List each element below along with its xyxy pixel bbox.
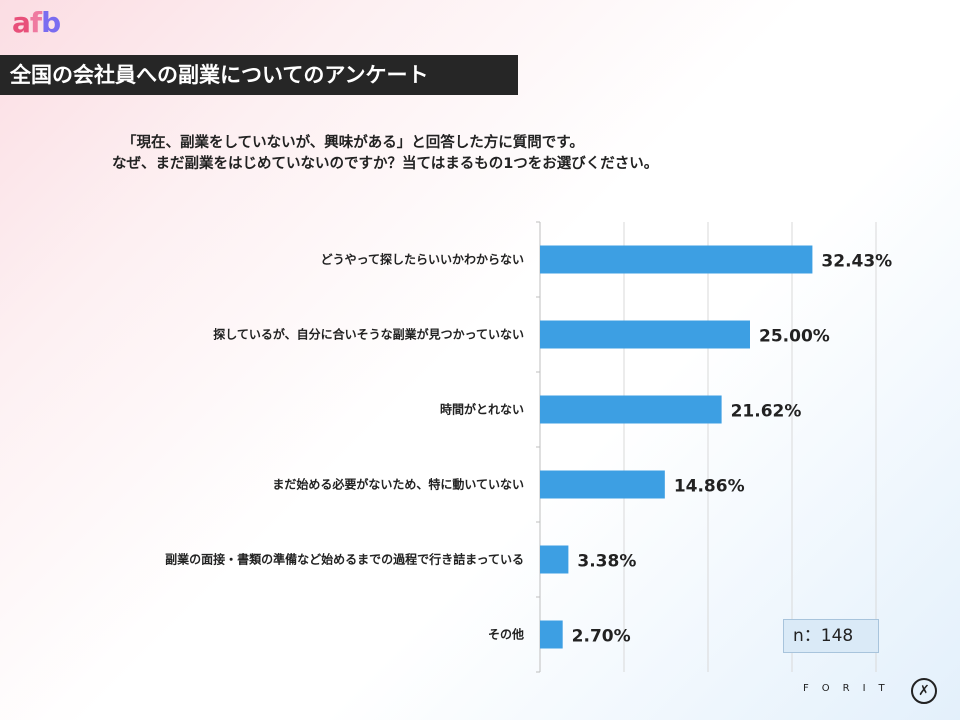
- data-label: 32.43%: [821, 252, 892, 272]
- bar: [540, 620, 563, 649]
- data-label: 14.86%: [674, 477, 745, 497]
- category-label: どうやって探したらいいかわからない: [321, 252, 524, 267]
- category-label: 副業の面接・書類の準備など始めるまでの過程で行き詰まっている: [165, 552, 524, 567]
- logo-letter-b: b: [41, 6, 61, 39]
- bar: [540, 320, 750, 349]
- data-label: 25.00%: [759, 327, 830, 347]
- category-label: まだ始める必要がないため、特に動いていない: [272, 477, 524, 492]
- afb-logo: afb: [12, 6, 61, 39]
- data-label: 21.62%: [731, 402, 802, 422]
- bar: [540, 245, 813, 274]
- logo-letter-a: a: [12, 6, 31, 39]
- category-label: 時間がとれない: [440, 402, 524, 417]
- data-label: 2.70%: [572, 627, 631, 647]
- running-figure-icon: ✗: [911, 678, 937, 704]
- sample-size-label: n：148: [783, 619, 879, 653]
- question-line-1: 「現在、副業をしていないが、興味がある」と回答した方に質問です。: [122, 135, 584, 151]
- data-label: 3.38%: [577, 552, 636, 572]
- bar: [540, 395, 722, 424]
- logo-letter-f: f: [29, 6, 42, 39]
- bar: [540, 470, 665, 499]
- category-label: その他: [488, 627, 524, 642]
- page-title: 全国の会社員への副業についてのアンケート: [0, 55, 518, 95]
- question-line-2: なぜ、まだ副業をはじめていないのですか？当てはまるもの1つをお選びください。: [112, 156, 659, 172]
- category-label: 探しているが、自分に合いそうな副業が見つかっていない: [213, 327, 524, 342]
- survey-question: 「現在、副業をしていないが、興味がある」と回答した方に質問です。 なぜ、まだ副業…: [112, 133, 658, 175]
- forit-brand: FORIT: [803, 683, 898, 694]
- bar: [540, 545, 569, 574]
